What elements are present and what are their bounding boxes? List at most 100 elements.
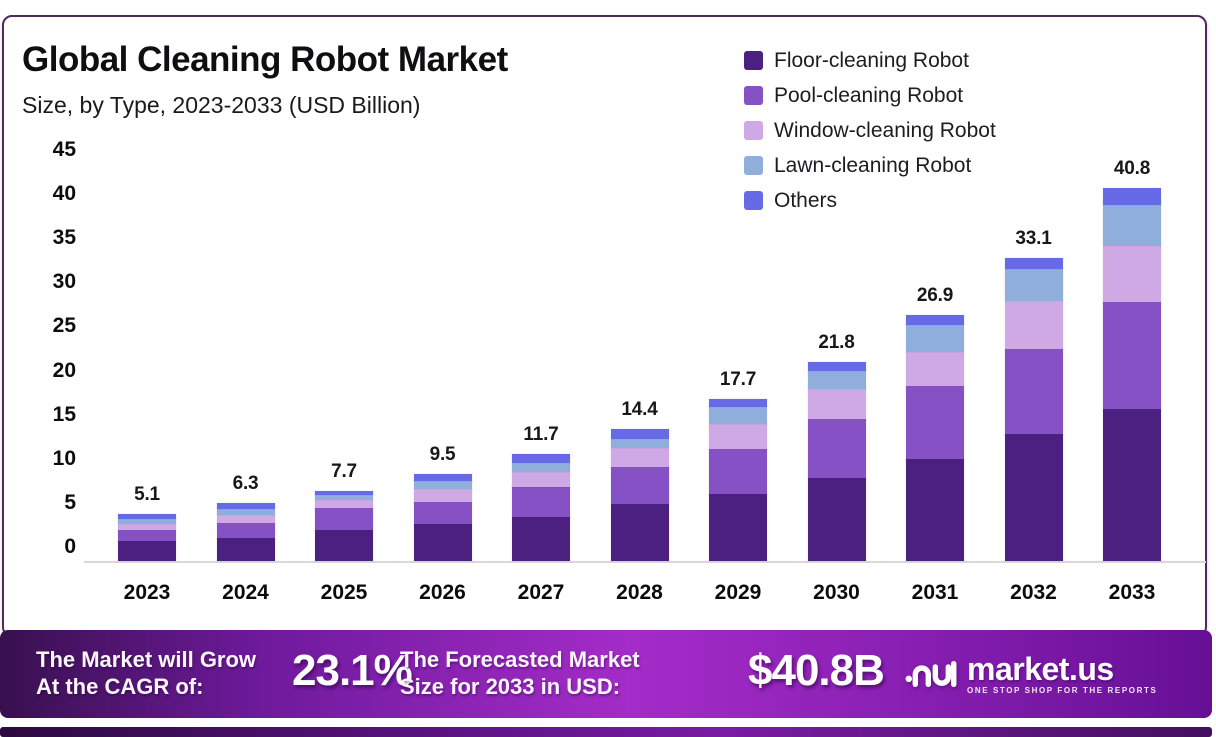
x-axis-tick-2024: 2024 <box>222 581 269 604</box>
y-axis-tick-15: 15 <box>52 402 76 426</box>
bar-segment-2025-window-cleaning <box>315 499 373 508</box>
bar-segment-2028-floor-cleaning <box>610 504 669 561</box>
bar-segment-2025-lawn-cleaning <box>315 495 373 500</box>
x-axis-tick-2025: 2025 <box>320 581 368 604</box>
bar-segment-2024-floor-cleaning <box>216 538 275 561</box>
legend-label: Floor-cleaning Robot <box>774 48 969 72</box>
bar-segment-2026-window-cleaning <box>413 488 472 502</box>
bar-segment-2033-floor-cleaning <box>1103 409 1161 561</box>
bar-segment-2032-pool-cleaning <box>1004 348 1063 434</box>
bar-segment-2029-pool-cleaning <box>709 448 767 495</box>
bar-segment-2029-window-cleaning <box>709 423 767 449</box>
bar-segment-2024-others <box>216 503 275 509</box>
bar-segment-2026-others <box>413 474 472 482</box>
bar-segment-2029-floor-cleaning <box>709 494 767 561</box>
bar-segment-2030-window-cleaning <box>807 389 866 420</box>
legend-swatch <box>744 121 763 140</box>
bar-segment-2023-floor-cleaning <box>118 540 176 561</box>
footer-banner <box>0 630 1212 718</box>
bar-segment-2024-pool-cleaning <box>216 522 275 539</box>
bar-segment-2031-others <box>906 315 964 326</box>
y-axis-tick-40: 40 <box>52 182 76 206</box>
legend-swatch <box>744 86 763 105</box>
legend-item-5: Others <box>744 189 996 212</box>
y-axis-tick-5: 5 <box>64 490 76 514</box>
bar-total-label-2027: 11.7 <box>523 424 559 446</box>
y-axis-tick-0: 0 <box>64 535 76 558</box>
legend-label: Window-cleaning Robot <box>774 118 996 142</box>
bar-segment-2028-pool-cleaning <box>610 466 669 505</box>
y-axis-tick-20: 20 <box>52 358 76 382</box>
market-us-logo[interactable]: market.us ONE STOP SHOP FOR THE REPORTS <box>905 651 1157 697</box>
bar-segment-2027-floor-cleaning <box>512 517 570 561</box>
brand-tagline: ONE STOP SHOP FOR THE REPORTS <box>967 685 1158 695</box>
bar-segment-2027-lawn-cleaning <box>512 463 570 473</box>
market-us-logo-icon <box>905 661 957 688</box>
y-axis-tick-35: 35 <box>52 226 76 250</box>
bar-segment-2027-window-cleaning <box>512 472 570 487</box>
bar-segment-2026-floor-cleaning <box>413 524 472 561</box>
bar-segment-2023-window-cleaning <box>118 524 176 530</box>
legend-item-3: Window-cleaning Robot <box>744 119 996 142</box>
bar-segment-2032-lawn-cleaning <box>1004 269 1063 302</box>
y-axis-tick-10: 10 <box>52 446 76 470</box>
legend-label: Lawn-cleaning Robot <box>774 153 972 177</box>
bar-segment-2027-others <box>512 454 570 464</box>
bar-segment-2030-floor-cleaning <box>807 477 866 561</box>
bar-segment-2026-pool-cleaning <box>413 501 472 525</box>
bar-segment-2033-lawn-cleaning <box>1103 205 1161 246</box>
bar-segment-2024-window-cleaning <box>216 515 275 523</box>
bar-segment-2032-floor-cleaning <box>1004 433 1063 561</box>
bar-segment-2025-others <box>315 490 373 496</box>
bar-segment-2023-others <box>118 514 176 519</box>
bar-segment-2029-others <box>709 399 767 408</box>
bar-segment-2033-pool-cleaning <box>1103 302 1161 410</box>
y-axis-tick-45: 45 <box>52 138 76 161</box>
bar-segment-2024-lawn-cleaning <box>216 508 275 516</box>
bar-total-label-2026: 9.5 <box>429 444 456 466</box>
cagr-value: 23.1% <box>292 646 413 695</box>
bar-segment-2023-pool-cleaning <box>118 529 176 541</box>
cagr-label-line1: The Market will Grow <box>36 647 257 672</box>
bar-total-label-2030: 21.8 <box>818 331 855 353</box>
bar-segment-2030-others <box>807 361 866 371</box>
bar-segment-2025-floor-cleaning <box>315 529 373 561</box>
bar-segment-2031-window-cleaning <box>906 351 964 387</box>
bar-segment-2031-lawn-cleaning <box>906 325 964 352</box>
bar-segment-2033-window-cleaning <box>1103 245 1161 303</box>
bar-segment-2028-lawn-cleaning <box>610 438 669 448</box>
bar-total-label-2025: 7.7 <box>331 460 357 482</box>
bar-total-label-2023: 5.1 <box>134 484 160 506</box>
legend-label: Pool-cleaning Robot <box>774 83 964 107</box>
bar-total-label-2029: 17.7 <box>719 369 757 391</box>
bottom-accent-strip <box>0 727 1212 737</box>
bar-total-label-2031: 26.9 <box>916 285 954 307</box>
legend-item-4: Lawn-cleaning Robot <box>744 154 996 177</box>
cagr-label: The Market will Grow At the CAGR of: <box>36 646 256 700</box>
bar-segment-2023-lawn-cleaning <box>118 518 176 525</box>
cagr-label-line2: At the CAGR of: <box>36 674 204 699</box>
x-axis-tick-2033: 2033 <box>1108 581 1156 604</box>
y-axis-tick-30: 30 <box>52 270 76 294</box>
bar-total-label-2033: 40.8 <box>1113 158 1151 180</box>
bar-segment-2027-pool-cleaning <box>512 486 570 518</box>
x-axis-tick-2028: 2028 <box>616 581 663 604</box>
bar-segment-2030-lawn-cleaning <box>807 370 866 390</box>
bar-total-label-2028: 14.4 <box>621 399 658 421</box>
legend-label: Others <box>774 188 838 212</box>
x-axis-tick-2030: 2030 <box>813 581 860 604</box>
bar-segment-2030-pool-cleaning <box>807 419 866 478</box>
forecast-label: The Forecasted Market Size for 2033 in U… <box>400 646 640 700</box>
bar-total-label-2032: 33.1 <box>1015 228 1052 250</box>
bar-total-label-2024: 6.3 <box>232 473 259 495</box>
bar-segment-2033-others <box>1103 188 1161 206</box>
forecast-label-line2: Size for 2033 in USD: <box>400 674 621 699</box>
legend-swatch <box>744 51 763 70</box>
x-axis-tick-2032: 2032 <box>1010 581 1057 604</box>
forecast-value: $40.8B <box>748 646 885 695</box>
x-axis-tick-2023: 2023 <box>123 581 171 604</box>
chart-legend: Floor-cleaning Robot Pool-cleaning Robot W… <box>744 49 996 224</box>
bar-segment-2032-window-cleaning <box>1004 301 1063 349</box>
x-axis-line <box>84 561 1206 563</box>
